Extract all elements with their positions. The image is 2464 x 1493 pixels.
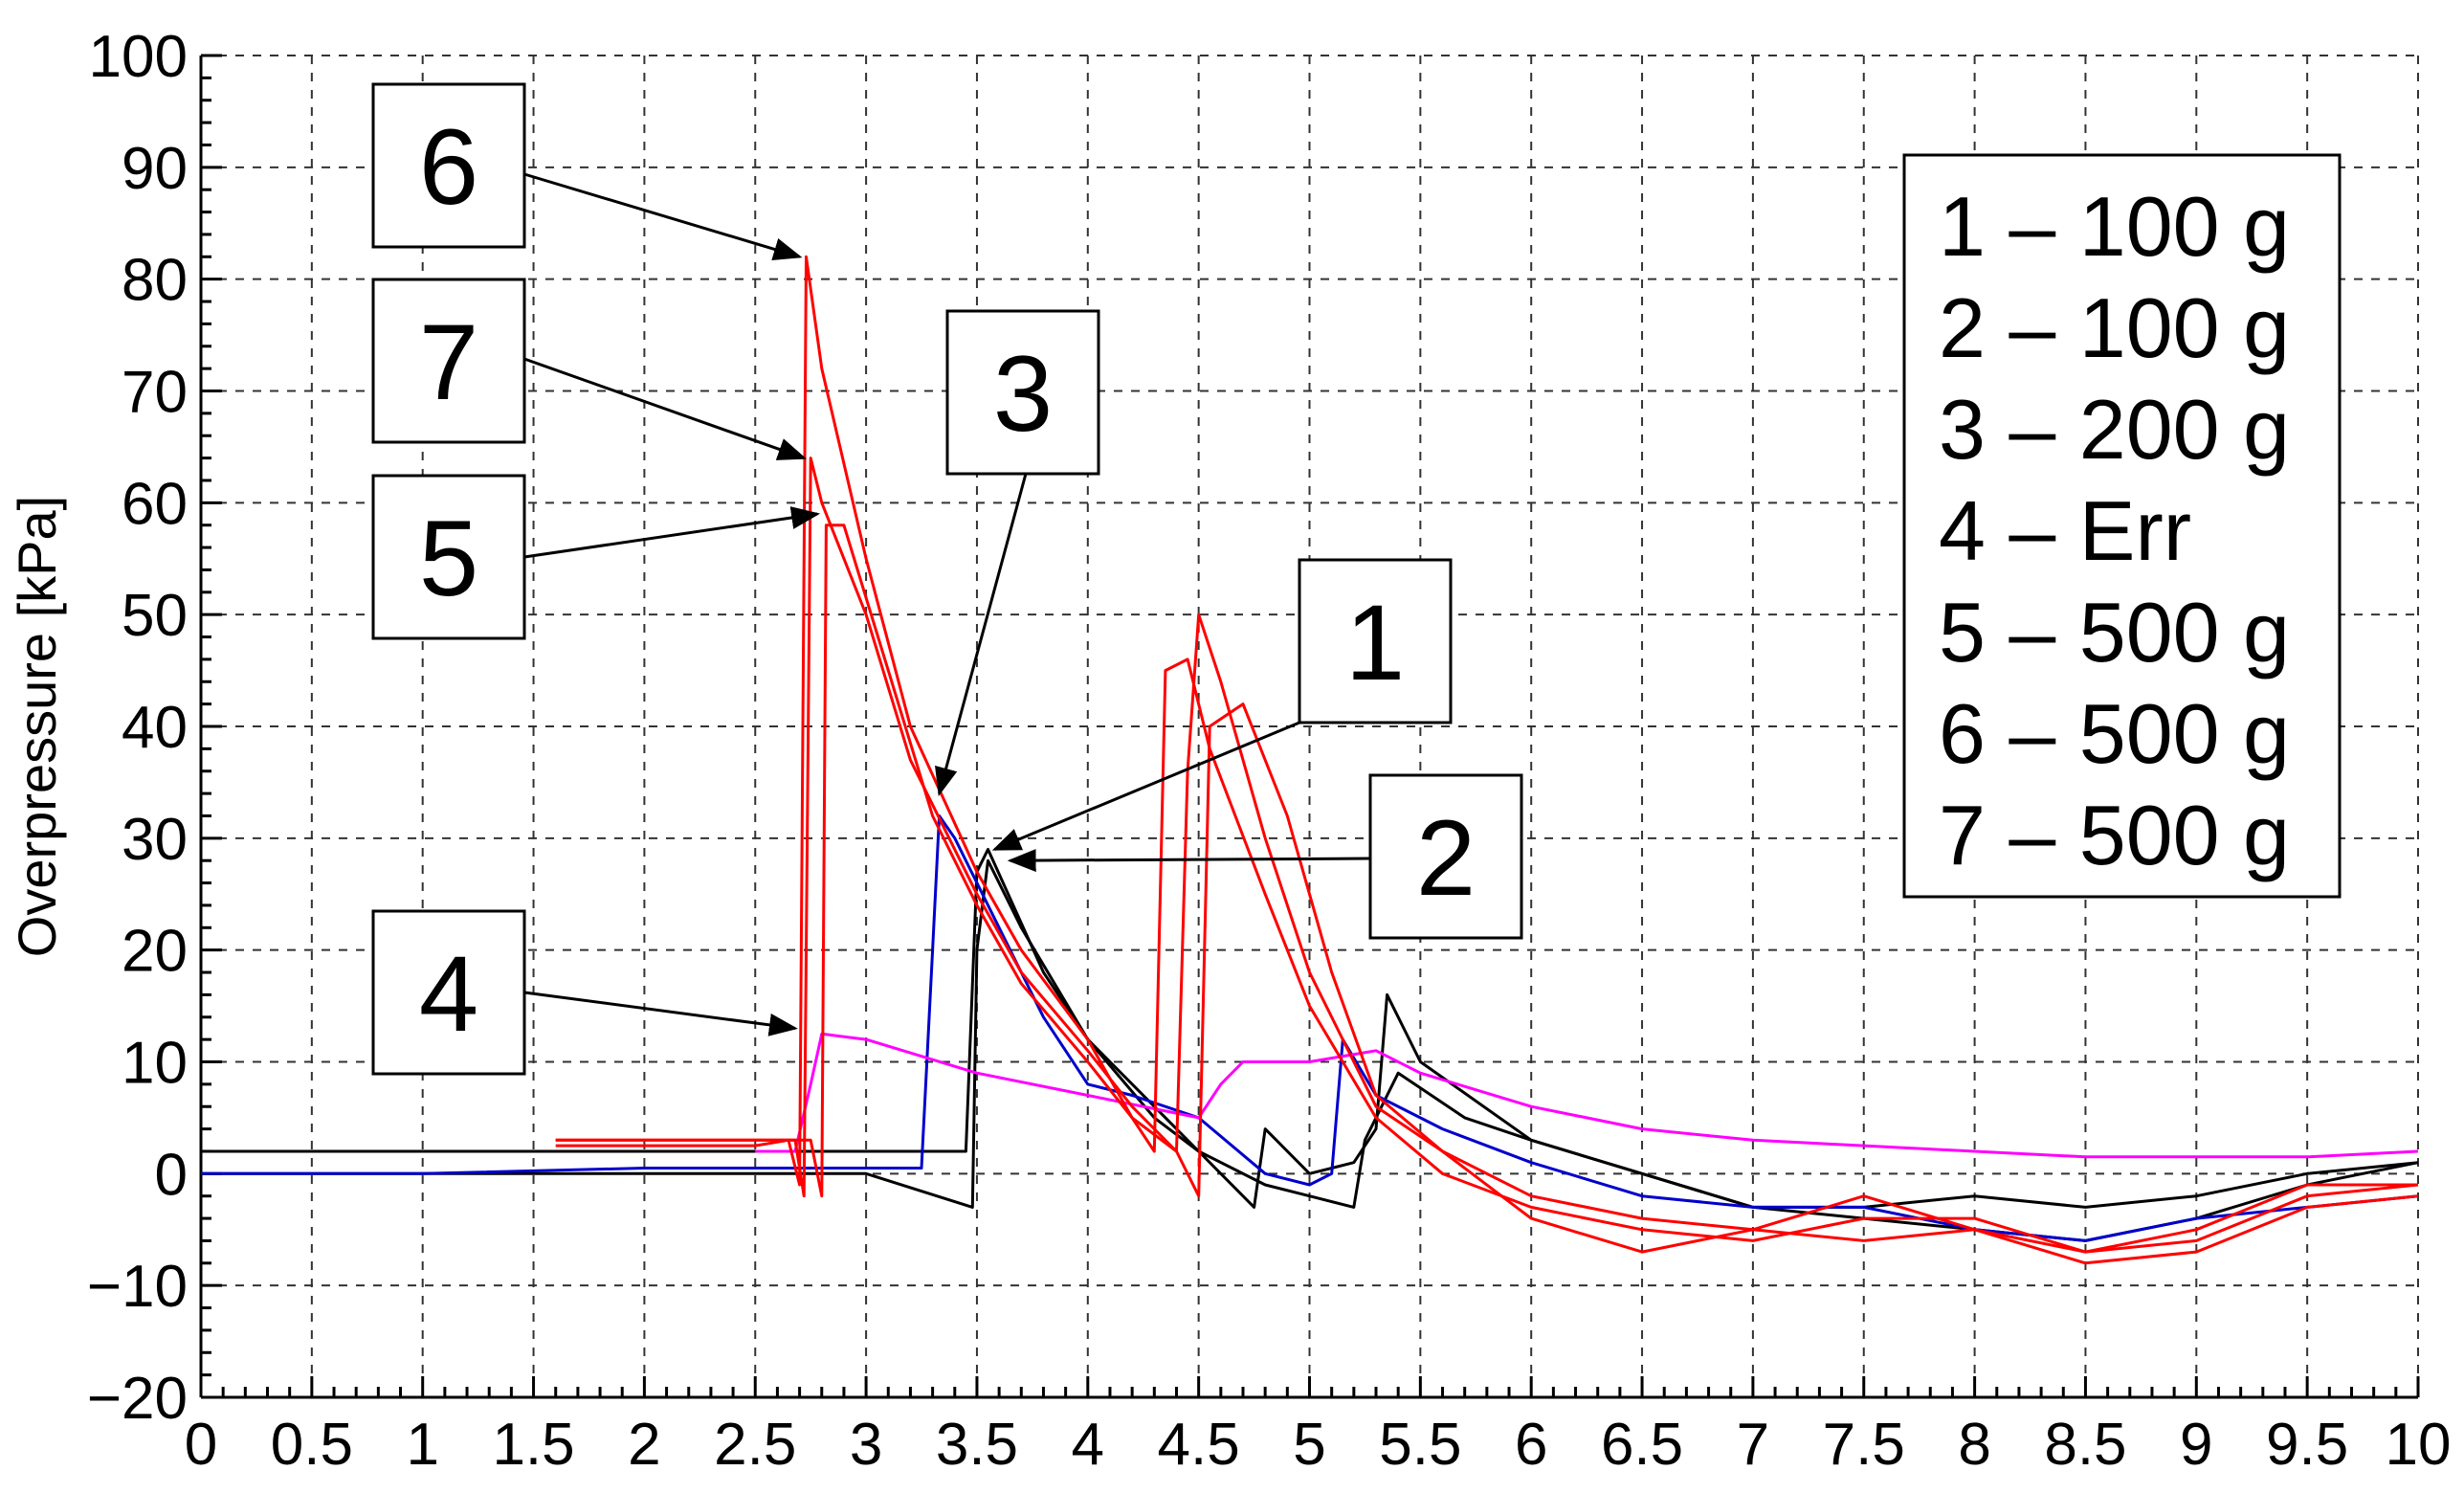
y-tick-label: −20 [87, 1366, 188, 1432]
legend-entry: 5 – 500 g [1939, 585, 2290, 680]
callout-1-label: 1 [1345, 583, 1405, 702]
y-axis-label: Overpressure [kPa] [7, 496, 67, 957]
y-tick-label: 10 [122, 1031, 188, 1097]
x-tick-label: 0.5 [271, 1412, 353, 1478]
callout-7-arrow [523, 357, 808, 460]
legend-entry: 1 – 100 g [1939, 179, 2290, 274]
callout-4-arrow [523, 991, 798, 1036]
x-tick-label: 7.5 [1823, 1412, 1905, 1478]
x-tick-label: 3.5 [936, 1412, 1018, 1478]
series-5-line [555, 524, 2419, 1265]
callout-2-arrow [1007, 849, 1371, 873]
callout-4-box [371, 909, 526, 1076]
y-tick-label: 80 [122, 248, 188, 314]
callout-2-label: 2 [1416, 798, 1476, 918]
y-tick-label: 90 [122, 136, 188, 202]
callout-1-box [1298, 558, 1453, 724]
legend-box [1902, 153, 2342, 899]
series-1-line [201, 848, 2419, 1242]
x-tick-label: 0 [185, 1412, 217, 1478]
x-tick-label: 9 [2180, 1412, 2212, 1478]
legend-entry: 2 – 100 g [1939, 280, 2290, 375]
y-tick-label: 40 [122, 695, 188, 761]
x-tick-label: 1 [406, 1412, 438, 1478]
callout-3-box [945, 309, 1100, 476]
y-tick-label: 30 [122, 807, 188, 873]
callout-5-label: 5 [419, 499, 478, 618]
x-tick-label: 3 [850, 1412, 882, 1478]
x-tick-label: 1.5 [492, 1412, 574, 1478]
x-tick-label: 10 [2386, 1412, 2452, 1478]
y-tick-label: 0 [155, 1142, 188, 1208]
y-tick-label: 20 [122, 919, 188, 985]
callout-6-label: 6 [419, 107, 478, 227]
callout-7-box [371, 278, 526, 444]
series-6-line [555, 255, 2419, 1254]
callout-6-arrow [523, 172, 803, 261]
y-tick-label: 100 [89, 24, 188, 90]
callout-3-label: 3 [993, 334, 1053, 454]
x-tick-label: 4.5 [1158, 1412, 1240, 1478]
legend-entry: 6 – 500 g [1939, 686, 2290, 781]
callouts: 6 7 5 3 12 4 [371, 82, 1523, 1076]
tick-labels: 0 0.5 1 1.5 2 2.5 3 3.5 4 4.5 5 5.5 6 6.5 7 7.5 8 8.5 9 9.5… [87, 24, 2452, 1478]
y-tick-label: 60 [122, 471, 188, 537]
x-tick-label: 7 [1737, 1412, 1769, 1478]
x-tick-label: 4 [1072, 1412, 1104, 1478]
y-tick-label: −10 [87, 1254, 188, 1320]
callout-6-box [371, 82, 526, 249]
data-series [201, 255, 2419, 1265]
callout-3-arrow [935, 473, 1028, 796]
callout-5-arrow [523, 506, 821, 559]
x-tick-label: 5.5 [1379, 1412, 1461, 1478]
series-2-line [201, 858, 2419, 1209]
legend-entry: 4 – Err [1939, 483, 2191, 578]
x-tick-label: 8.5 [2044, 1412, 2126, 1478]
legend-entry: 3 – 200 g [1939, 382, 2290, 477]
series-4-line [755, 1032, 2419, 1159]
y-tick-label: 70 [122, 360, 188, 426]
x-tick-label: 6.5 [1601, 1412, 1683, 1478]
callout-2-box [1368, 773, 1523, 940]
callout-5-box [371, 474, 526, 640]
legend-entry: 7 – 500 g [1939, 788, 2290, 882]
x-tick-label: 6 [1515, 1412, 1547, 1478]
x-tick-label: 8 [1958, 1412, 1990, 1478]
x-tick-label: 2.5 [714, 1412, 796, 1478]
y-tick-label: 50 [122, 583, 188, 649]
callout-1-arrow [991, 721, 1300, 851]
callout-7-label: 7 [419, 302, 478, 422]
x-tick-label: 9.5 [2266, 1412, 2348, 1478]
x-tick-label: 5 [1293, 1412, 1325, 1478]
x-tick-label: 2 [628, 1412, 660, 1478]
series-7-line [555, 457, 2418, 1254]
callout-4-label: 4 [419, 934, 478, 1054]
